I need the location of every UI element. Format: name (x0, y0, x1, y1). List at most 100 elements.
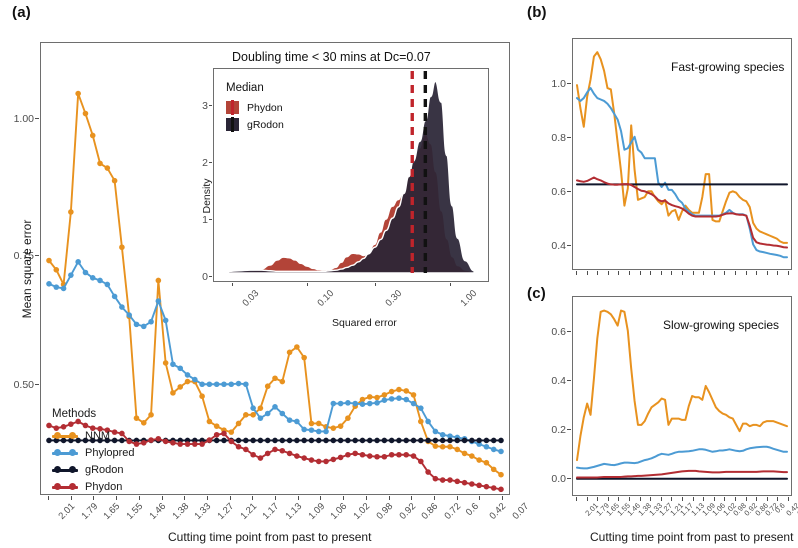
xtickmark-0.98 (724, 497, 726, 501)
xtick-label-1.33: 1.33 (192, 501, 214, 522)
inset-xtickmark-1.00 (449, 283, 451, 286)
xtick-label-1.38: 1.38 (169, 501, 191, 522)
xtickmark-1.38 (161, 496, 163, 500)
legend-swatch-nnm (52, 430, 78, 442)
inset-legend-label-phydon: Phydon (247, 101, 283, 114)
panel-b-ytickmark-0.6 (567, 191, 571, 192)
panel-a-ytickmark-0.75 (35, 255, 39, 256)
xtickmark-1.33 (639, 497, 641, 501)
xtickmark-1.55 (116, 496, 118, 500)
xtickmark-1.33 (184, 496, 186, 500)
legend-swatch-phydon (52, 481, 78, 493)
xtick-label-0.42: 0.42 (487, 501, 509, 522)
xtickmark- (777, 271, 779, 275)
inset-swatch-grodon (226, 117, 239, 132)
series-nnm (576, 51, 788, 244)
legend-label-phydon: Phydon (85, 480, 123, 493)
xtickmark- (756, 271, 758, 275)
xtick-label-1.06: 1.06 (328, 501, 350, 522)
xtickmark- (682, 271, 683, 275)
xtickmark-1.65 (93, 496, 95, 500)
xtick-label-1.27: 1.27 (215, 501, 237, 522)
xtickmark-1.06 (320, 496, 322, 500)
xtickmark-1.38 (629, 497, 630, 501)
xtickmark-2.01 (48, 496, 49, 500)
xtickmark- (586, 271, 588, 275)
inset-ytick-0: 0 (202, 271, 208, 283)
series-phydon (46, 418, 504, 493)
xtickmark-1.09 (297, 496, 299, 500)
series-phylopred (576, 87, 788, 259)
xtickmark- (576, 271, 577, 275)
xtickmark-1.55 (607, 497, 609, 501)
xtickmark- (713, 271, 715, 275)
panel-c-ytickmark-0.0 (567, 478, 571, 479)
inset-ytickmark-2 (209, 162, 212, 163)
inset-ytick-3: 3 (202, 100, 208, 112)
panel-a-x-axis-title: Cutting time point from past to present (168, 530, 372, 544)
panel-a-y-axis-title: Mean square error (20, 219, 34, 319)
panel-letter-b: (b) (527, 4, 547, 21)
xtickmark-0.98 (365, 496, 367, 500)
panel-c-ytick-0.2: 0.2 (551, 424, 566, 436)
series-nnm (576, 309, 788, 462)
xtickmark-1.09 (692, 497, 694, 501)
xtickmark-1.02 (343, 496, 345, 500)
panel-c-ytick-0.4: 0.4 (551, 375, 566, 387)
xtickmark- (629, 271, 630, 275)
panel-c-plot-area (572, 296, 792, 496)
inset-ytickmark-3 (209, 105, 212, 106)
legend-item-grodon[interactable]: gRodon (52, 461, 135, 478)
xtickmark- (724, 271, 726, 275)
xtickmark-1.06 (703, 497, 705, 501)
panel-c-ytick-0.0: 0.0 (551, 473, 566, 485)
xtickmark-0.86 (411, 496, 413, 500)
xtickmark-0.42 (479, 496, 481, 500)
xtickmark-1.17 (671, 497, 673, 501)
panel-c-corner-label: Slow-growing species (663, 318, 780, 332)
inset-ytick-1: 1 (202, 214, 208, 226)
panel-b-plot-area (572, 38, 792, 270)
panel-b-ytickmark-1.0 (567, 83, 571, 84)
inset-legend-label-grodon: gRodon (247, 118, 284, 131)
xtickmark- (735, 271, 736, 275)
inset-legend-item-phydon[interactable]: Phydon (226, 99, 284, 116)
xtick-label-0.6: 0.6 (463, 501, 481, 519)
xtickmark- (692, 271, 694, 275)
panel-b-ytickmark-0.8 (567, 137, 571, 138)
xtickmark-0.6 (456, 496, 458, 500)
xtickmark- (766, 271, 768, 275)
legend-item-nnm[interactable]: NNM (52, 427, 135, 444)
xtickmark-0.6 (766, 497, 768, 501)
legend-item-phydon[interactable]: Phydon (52, 478, 135, 495)
legend-label-phylopred: Phylopred (85, 446, 135, 459)
inset-xtickmark-0.03 (231, 283, 233, 286)
xtickmark-1.02 (713, 497, 715, 501)
panel-c-ytickmark-0.4 (567, 380, 571, 381)
xtick-label-2.01: 2.01 (56, 501, 78, 522)
xtick-label-0.98: 0.98 (374, 501, 396, 522)
legend-swatch-grodon (52, 464, 78, 476)
legend-item-phylopred[interactable]: Phylopred (52, 444, 135, 461)
xtickmark- (650, 271, 652, 275)
xtickmark-1.46 (618, 497, 620, 501)
panel-b-corner-label: Fast-growing species (671, 60, 785, 74)
xtick-label-1.79: 1.79 (79, 501, 100, 522)
panel-b-ytick-0.6: 0.6 (551, 186, 566, 198)
xtick-label-1.13: 1.13 (283, 501, 305, 522)
series-phylopred (46, 259, 504, 455)
xtick-label-0.86: 0.86 (419, 501, 441, 522)
inset-legend-title: Median (226, 82, 264, 94)
xtickmark-1.17 (252, 496, 254, 500)
inset-legend: Median Phydon gRodon (226, 82, 284, 133)
xtickmark-0.72 (433, 496, 435, 500)
xtickmark-0.42 (777, 497, 779, 501)
inset-plot-area (213, 68, 489, 282)
inset-xtickmark-0.30 (375, 283, 376, 286)
inset-xtickmark-0.10 (306, 283, 308, 286)
inset-legend-item-grodon[interactable]: gRodon (226, 116, 284, 133)
inset-y-axis-title: Density (201, 178, 213, 214)
xtickmark-0.92 (735, 497, 736, 501)
panel-a-legend: Methods NNM Phylopred gRodon (52, 408, 135, 495)
